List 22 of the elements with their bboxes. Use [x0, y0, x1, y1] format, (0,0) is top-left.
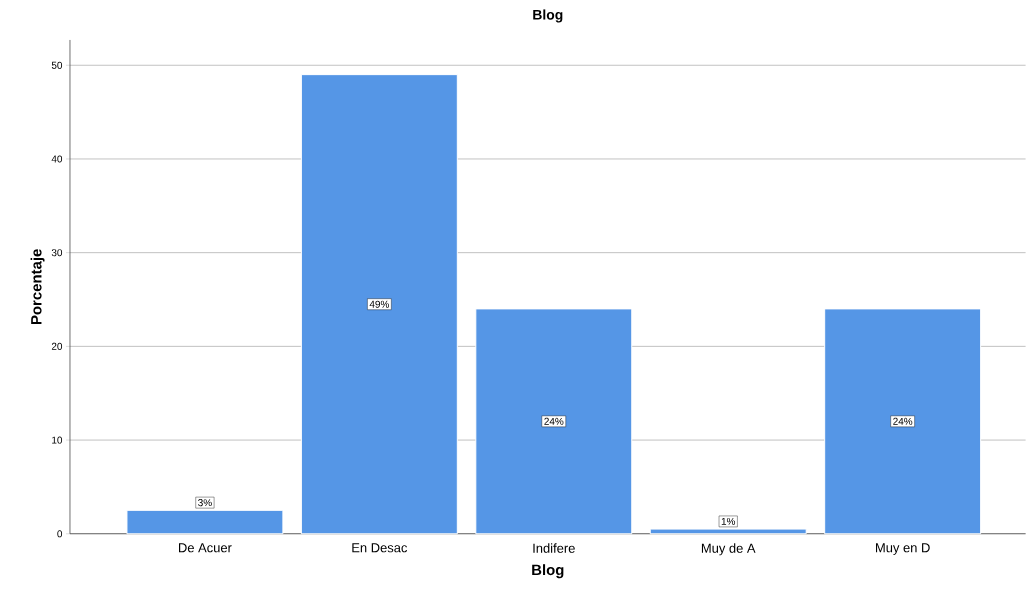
y-tick-label: 20: [51, 342, 63, 351]
x-tick-label: En Desac: [352, 543, 408, 553]
y-tick-label: 0: [57, 530, 63, 538]
y-tick-label: 30: [51, 249, 63, 257]
x-tick-label: De Acuer: [179, 543, 232, 553]
data-label: 1%: [721, 518, 736, 526]
x-tick-label: Indifere: [533, 543, 575, 553]
data-label: 24%: [893, 417, 913, 425]
y-tick-label: 10: [52, 436, 63, 444]
bar: [824, 308, 982, 535]
x-axis-title: Blog: [532, 564, 564, 579]
x-tick-label: Muy de A: [701, 543, 756, 556]
bar: [475, 308, 633, 535]
y-axis-title: Porcentaje: [30, 249, 45, 325]
y-tick-label: 50: [51, 61, 63, 69]
chart-title: Blog: [533, 9, 563, 23]
data-label: 49%: [369, 300, 389, 308]
x-tick-label: Muy en D: [876, 543, 930, 556]
y-tick-label: 40: [51, 155, 63, 163]
bar: [300, 74, 458, 535]
data-label: 3%: [198, 499, 212, 507]
data-label: 24%: [544, 417, 564, 425]
